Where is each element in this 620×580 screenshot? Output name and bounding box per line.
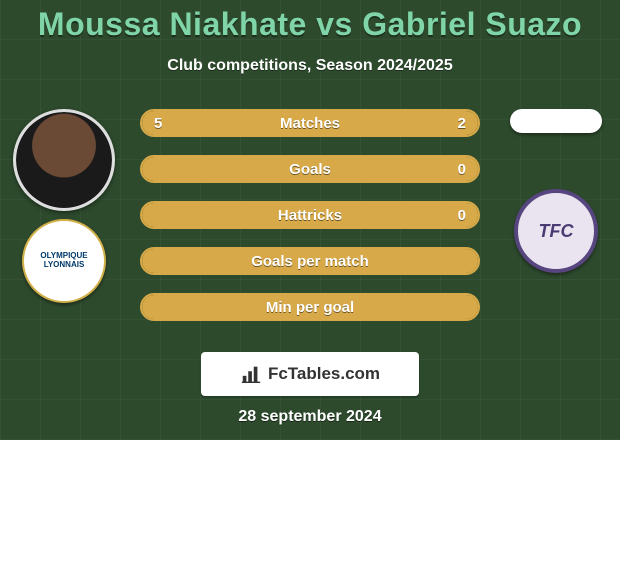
stat-value-left: 5	[154, 111, 162, 135]
fctables-brand-text: FcTables.com	[268, 364, 380, 384]
player-right-avatar-placeholder	[510, 109, 602, 133]
club-crest-lyon-label: OLYMPIQUE LYONNAIS	[24, 252, 104, 270]
white-background	[0, 440, 620, 580]
stat-label: Goals	[142, 157, 478, 181]
stat-bar-row: Goals per match	[140, 247, 480, 275]
stat-bar-row: Hattricks0	[140, 201, 480, 229]
club-crest-lyon: OLYMPIQUE LYONNAIS	[22, 219, 106, 303]
player-left-column: OLYMPIQUE LYONNAIS	[4, 109, 124, 303]
stat-label: Goals per match	[142, 249, 478, 273]
stat-bar-row: Min per goal	[140, 293, 480, 321]
content-wrapper: Moussa Niakhate vs Gabriel Suazo Club co…	[0, 0, 620, 339]
bar-chart-icon	[240, 363, 262, 385]
stat-label: Hattricks	[142, 203, 478, 227]
player-left-face	[16, 112, 112, 208]
stat-value-right: 0	[458, 157, 466, 181]
stat-value-right: 2	[458, 111, 466, 135]
comparison-title: Moussa Niakhate vs Gabriel Suazo	[0, 6, 620, 43]
club-crest-tfc: TFC	[514, 189, 598, 273]
stat-bars-container: Matches52Goals0Hattricks0Goals per match…	[140, 109, 480, 321]
comparison-date: 28 september 2024	[0, 408, 620, 426]
club-crest-tfc-label: TFC	[539, 221, 574, 242]
stat-label: Matches	[142, 111, 478, 135]
season-subtitle: Club competitions, Season 2024/2025	[0, 57, 620, 75]
stat-bar-row: Matches5 2	[140, 109, 480, 137]
player-left-avatar	[13, 109, 115, 211]
stat-label: Min per goal	[142, 295, 478, 319]
stat-bar-row: Goals0	[140, 155, 480, 183]
fctables-logo: FcTables.com	[201, 352, 419, 396]
stat-value-right: 0	[458, 203, 466, 227]
player-right-column: TFC	[496, 109, 616, 273]
comparison-area: OLYMPIQUE LYONNAIS TFC Matches52Goals0Ha…	[0, 109, 620, 339]
